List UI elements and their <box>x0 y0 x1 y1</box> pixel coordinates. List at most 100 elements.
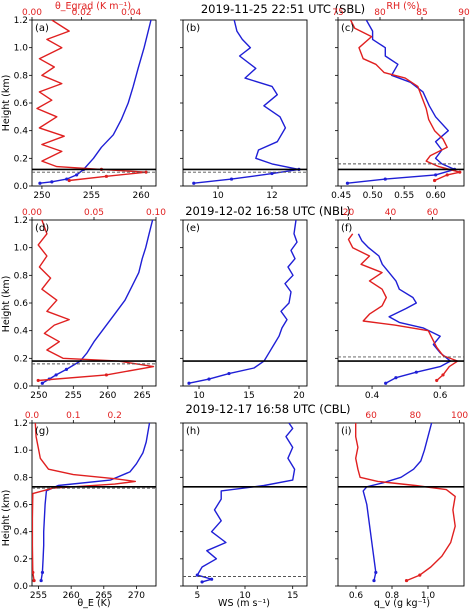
x-tick-label: 260 <box>99 391 116 401</box>
x-tick-label: 270 <box>128 591 145 601</box>
blue-series-line <box>39 20 152 184</box>
x-tick-label: 0.6 <box>349 591 364 601</box>
panel-tag: (b) <box>186 23 200 34</box>
panel-tag: (h) <box>186 426 200 437</box>
x-tick-label: 255 <box>83 191 100 201</box>
y-tick-label: 0.2 <box>14 555 28 565</box>
top-x-tick-label: 0.02 <box>72 8 92 18</box>
blue-series-marker <box>372 578 376 583</box>
red-series-line <box>347 233 459 382</box>
y-tick-label: 0.6 <box>14 299 29 309</box>
row-title-cbl: 2019-12-17 16:58 UTC (CBL) <box>185 402 350 416</box>
top-x-tick-label: 0.1 <box>66 411 80 421</box>
blue-series-marker <box>374 570 378 575</box>
red-series-marker <box>144 170 148 174</box>
blue-series-marker <box>384 381 388 385</box>
x-tick-label: 0.6 <box>433 391 448 401</box>
blue-series-marker <box>229 177 234 181</box>
blue-series-marker <box>383 177 387 181</box>
x-tick-label: 1.0 <box>421 591 436 601</box>
y-tick-label: 0.6 <box>14 501 29 511</box>
red-series-marker <box>36 378 40 383</box>
panel-tag: (g) <box>35 426 49 437</box>
x-tick-label: 265 <box>134 391 151 401</box>
blue-series-marker <box>434 173 438 177</box>
top-x-tick-label: 0.00 <box>22 8 42 18</box>
panel-tag: (a) <box>35 23 49 34</box>
x-tick-label: 250 <box>33 191 50 201</box>
panel-d: 0.0 0.2 0.4 0.6 0.8 1.0 1.2 250 255 260 265 0.00 0.0… <box>14 208 167 401</box>
red-series-marker <box>104 174 108 178</box>
blue-series-marker <box>65 177 69 181</box>
blue-series-marker <box>40 381 44 385</box>
blue-series-line <box>188 220 298 384</box>
panel-frame <box>337 422 465 587</box>
x-tick-label: 20 <box>293 391 305 401</box>
top-x-tick-label: 0.05 <box>84 208 104 218</box>
x-tick-label: 255 <box>30 591 47 601</box>
blue-series-line <box>357 233 452 384</box>
blue-series-marker <box>39 578 43 583</box>
blue-series-line <box>362 423 433 581</box>
red-series-line <box>355 423 456 582</box>
top-x-tick-label: 60 <box>365 411 377 421</box>
series-group <box>345 20 462 185</box>
series-group <box>347 233 459 385</box>
red-series-marker <box>435 378 439 383</box>
blue-series-marker <box>414 370 418 374</box>
series-group <box>355 423 456 583</box>
series-group <box>36 220 155 385</box>
top-axis-labels: θ_Egrad (K m⁻¹) RH (%) <box>55 1 420 12</box>
x-tick-label: 15 <box>243 391 254 401</box>
row-title-sbl: 2019-11-25 22:51 UTC (SBL) <box>201 2 365 16</box>
series-group <box>192 20 301 185</box>
blue-series-marker <box>210 577 214 581</box>
x-tick-label: 250 <box>30 391 47 401</box>
x-axis-title-qv: q_v (g kg⁻¹) <box>374 598 430 609</box>
y-tick-label: 1.0 <box>14 446 29 456</box>
top-x-tick-label: 80 <box>410 411 422 421</box>
panel-a: 0.0 0.2 0.4 0.6 0.8 1.0 1.2 250 255 260 0.00 0.02 0.… <box>14 8 157 201</box>
red-series-marker <box>418 573 422 577</box>
x-tick-label: 255 <box>65 391 82 401</box>
x-tick-label: 5 <box>194 591 200 601</box>
red-series-line <box>37 220 155 382</box>
top-x-tick-label: 85 <box>416 8 427 18</box>
blue-series-line <box>40 423 151 581</box>
x-tick-label: 10 <box>193 391 205 401</box>
blue-series-marker <box>270 171 274 176</box>
red-series-marker <box>445 173 449 177</box>
y-tick-label: 0.8 <box>14 473 29 483</box>
panel-g: 0.0 0.2 0.4 0.6 0.8 1.0 1.2 255 260 265 270 0.0 0.1 0… <box>14 411 157 601</box>
x-tick-label: 260 <box>63 591 80 601</box>
top-x-tick-label: 0.2 <box>108 411 122 421</box>
blue-series-marker <box>394 376 398 380</box>
y-axis-titles: Height (km) Height (km) Height (km) <box>1 75 12 547</box>
x-tick-label: 0.50 <box>363 191 383 201</box>
series-group <box>195 423 296 584</box>
red-series-line <box>36 20 147 182</box>
x-tick-label: 15 <box>287 591 298 601</box>
x-tick-label: 0.60 <box>426 191 446 201</box>
row-title-nbl: 2019-12-02 16:58 UTC (NBL) <box>185 204 351 218</box>
x-tick-label: 0.8 <box>385 591 400 601</box>
top-axis-label-thetaegrad: θ_Egrad (K m⁻¹) <box>55 1 131 12</box>
blue-series-line <box>347 20 456 184</box>
series-group <box>187 220 298 385</box>
top-x-tick-label: 60 <box>427 208 439 218</box>
top-x-tick-label: 0.00 <box>22 208 42 218</box>
red-series-marker <box>404 578 409 583</box>
top-axis-label-rh: RH (%) <box>386 1 419 12</box>
panel-frame <box>31 422 157 587</box>
red-series-line <box>32 423 136 581</box>
x-tick-label: 10 <box>239 591 251 601</box>
x-tick-label: 0.45 <box>331 191 351 201</box>
blue-series-marker <box>40 570 45 575</box>
y-tick-label: 1.0 <box>14 244 29 254</box>
blue-series-marker <box>227 371 231 376</box>
panel-i: 0.6 0.8 1.0 60 80 100 (i) <box>335 411 468 601</box>
blue-series-marker <box>192 181 196 185</box>
red-series-marker <box>32 578 36 583</box>
panel-frame <box>182 19 308 187</box>
red-series-marker <box>458 170 462 174</box>
